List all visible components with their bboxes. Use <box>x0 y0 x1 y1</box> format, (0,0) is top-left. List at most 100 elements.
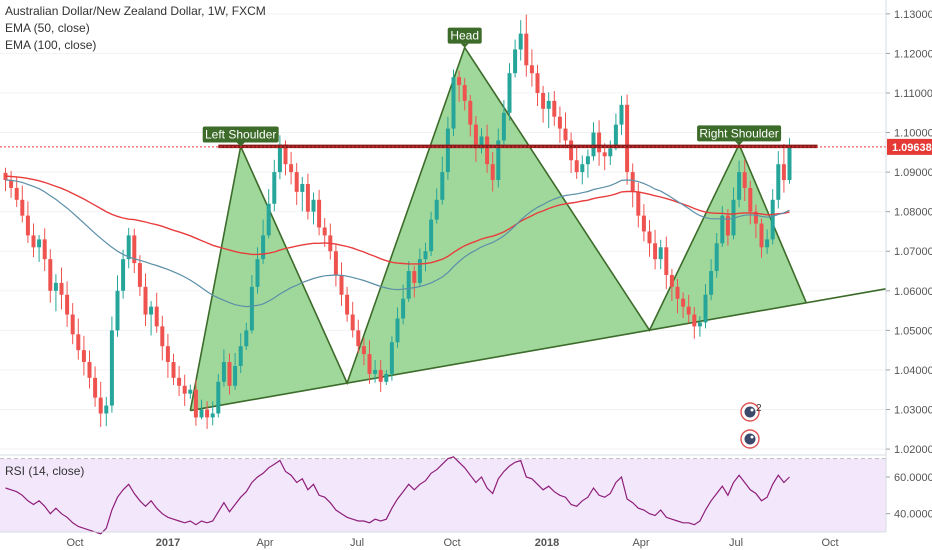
time-tick-label: 2017 <box>156 537 180 549</box>
candle <box>625 94 630 185</box>
candle <box>406 261 411 302</box>
candle-body <box>171 362 176 378</box>
time-tick-label: Jul <box>350 537 364 549</box>
label-head: Head <box>447 27 482 48</box>
candle <box>423 242 428 272</box>
candle <box>580 155 585 185</box>
candle-body <box>115 290 120 331</box>
candle-body <box>541 92 546 109</box>
candle-body <box>546 100 551 109</box>
alert-flag <box>744 433 756 445</box>
candle <box>87 350 92 389</box>
candle <box>412 265 417 298</box>
candle <box>210 401 215 426</box>
candle-body <box>653 243 658 260</box>
candle-body <box>137 263 142 287</box>
candle <box>154 292 159 333</box>
candle-body <box>451 77 456 129</box>
candle <box>322 218 327 247</box>
candle <box>434 188 439 224</box>
candle <box>703 284 708 329</box>
rsi-tick-label: 60.0000 <box>894 472 932 484</box>
candle-body <box>25 215 30 236</box>
candle <box>597 120 602 166</box>
alert-icon[interactable] <box>740 429 760 449</box>
label-bg <box>202 126 279 143</box>
candle-body <box>266 203 271 236</box>
candle-body <box>205 409 210 418</box>
candle-body <box>675 286 680 299</box>
candle <box>109 316 114 413</box>
rsi-line <box>5 456 790 535</box>
price-tick-label: 1.13000 <box>894 9 932 21</box>
candle-body <box>87 362 92 378</box>
label-right-shoulder: Right Shoulder <box>697 125 782 146</box>
candle-body <box>557 116 562 129</box>
alert-markers[interactable]: 2 <box>740 402 762 449</box>
candle <box>233 352 238 390</box>
candle <box>266 189 271 239</box>
rsi-tick-label: 40.0000 <box>894 509 932 521</box>
candle-body <box>311 199 316 212</box>
candle-body <box>619 104 624 125</box>
candle <box>81 335 86 376</box>
candle <box>171 353 176 385</box>
candle <box>417 248 422 287</box>
candle-body <box>238 346 243 366</box>
candle-body <box>445 128 450 173</box>
candle <box>199 399 204 420</box>
candle-body <box>697 322 702 327</box>
candle-body <box>373 369 378 374</box>
candle <box>490 151 495 192</box>
candle-body <box>104 405 109 414</box>
label-pointer <box>460 43 469 48</box>
rsi-band <box>0 458 886 532</box>
candle <box>216 373 221 418</box>
candle <box>328 223 333 260</box>
candle <box>149 301 154 336</box>
candle <box>692 307 697 339</box>
candle <box>317 189 322 236</box>
candle <box>70 303 75 345</box>
candle <box>37 235 42 262</box>
candle-body <box>748 187 753 212</box>
candle-body <box>193 389 198 418</box>
alert-icon[interactable] <box>740 402 760 422</box>
candle-body <box>53 282 58 291</box>
candle <box>20 185 25 223</box>
candle <box>277 135 282 180</box>
candle <box>305 173 310 220</box>
candle-body <box>664 247 669 275</box>
candle <box>48 249 53 303</box>
candle <box>65 281 70 327</box>
candle <box>384 369 389 385</box>
candle-body <box>473 124 478 149</box>
price-tick-label: 1.10000 <box>894 128 932 140</box>
candle <box>574 146 579 179</box>
candle <box>121 249 126 299</box>
candle-body <box>216 381 221 414</box>
time-tick-label: Oct <box>66 537 83 549</box>
candle <box>59 267 64 310</box>
candle <box>518 20 523 61</box>
candle-body <box>507 73 512 113</box>
candle-body <box>641 215 646 232</box>
candle <box>535 64 540 107</box>
price-tick-label: 1.06000 <box>894 286 932 298</box>
candle-body <box>149 306 154 315</box>
candle-body <box>160 326 165 347</box>
candle <box>98 381 103 427</box>
label-bg <box>697 125 782 142</box>
candle-body <box>9 180 14 188</box>
candle <box>507 63 512 121</box>
candle <box>664 236 669 290</box>
candle <box>636 182 641 228</box>
candle-body <box>552 100 557 117</box>
candle-body <box>378 369 383 382</box>
candle <box>496 128 501 188</box>
candle <box>361 337 366 366</box>
candle-body <box>608 148 613 157</box>
candle-body <box>277 144 282 173</box>
candle-body <box>98 397 103 414</box>
